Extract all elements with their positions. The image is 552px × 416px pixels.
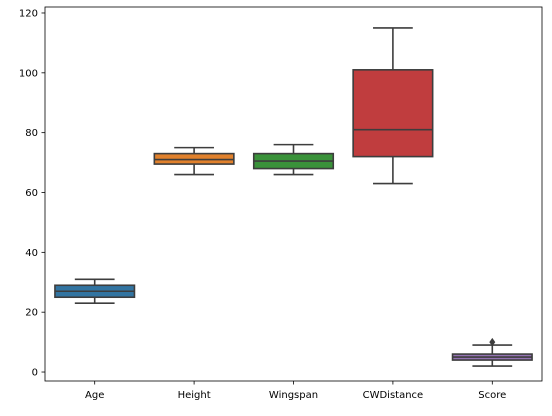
box-score [451,337,533,367]
box-wingspan [252,143,335,176]
box-cwdistance [352,27,434,185]
y-tick-label: 120 [19,8,38,19]
x-tick-label: Age [85,390,104,401]
y-tick-label: 40 [25,248,38,259]
y-tick-label: 60 [25,188,38,199]
y-axis: 0 20 40 60 80 100 120 [19,8,45,379]
box-age [54,278,136,305]
y-tick-label: 20 [25,308,38,319]
y-tick-label: 0 [32,368,38,379]
x-tick-label: Wingspan [269,390,318,401]
x-axis: Age Height Wingspan CWDistance Score [85,381,506,401]
x-tick-label: Score [478,390,506,401]
box-height [153,146,235,176]
outlier-marker [489,337,496,347]
plot-area [44,6,543,382]
x-tick-label: Height [178,390,211,401]
y-tick-label: 80 [25,128,38,139]
box-series [54,27,533,367]
x-tick-label: CWDistance [363,390,424,401]
y-tick-label: 100 [19,68,38,79]
box-iqr [352,69,434,158]
